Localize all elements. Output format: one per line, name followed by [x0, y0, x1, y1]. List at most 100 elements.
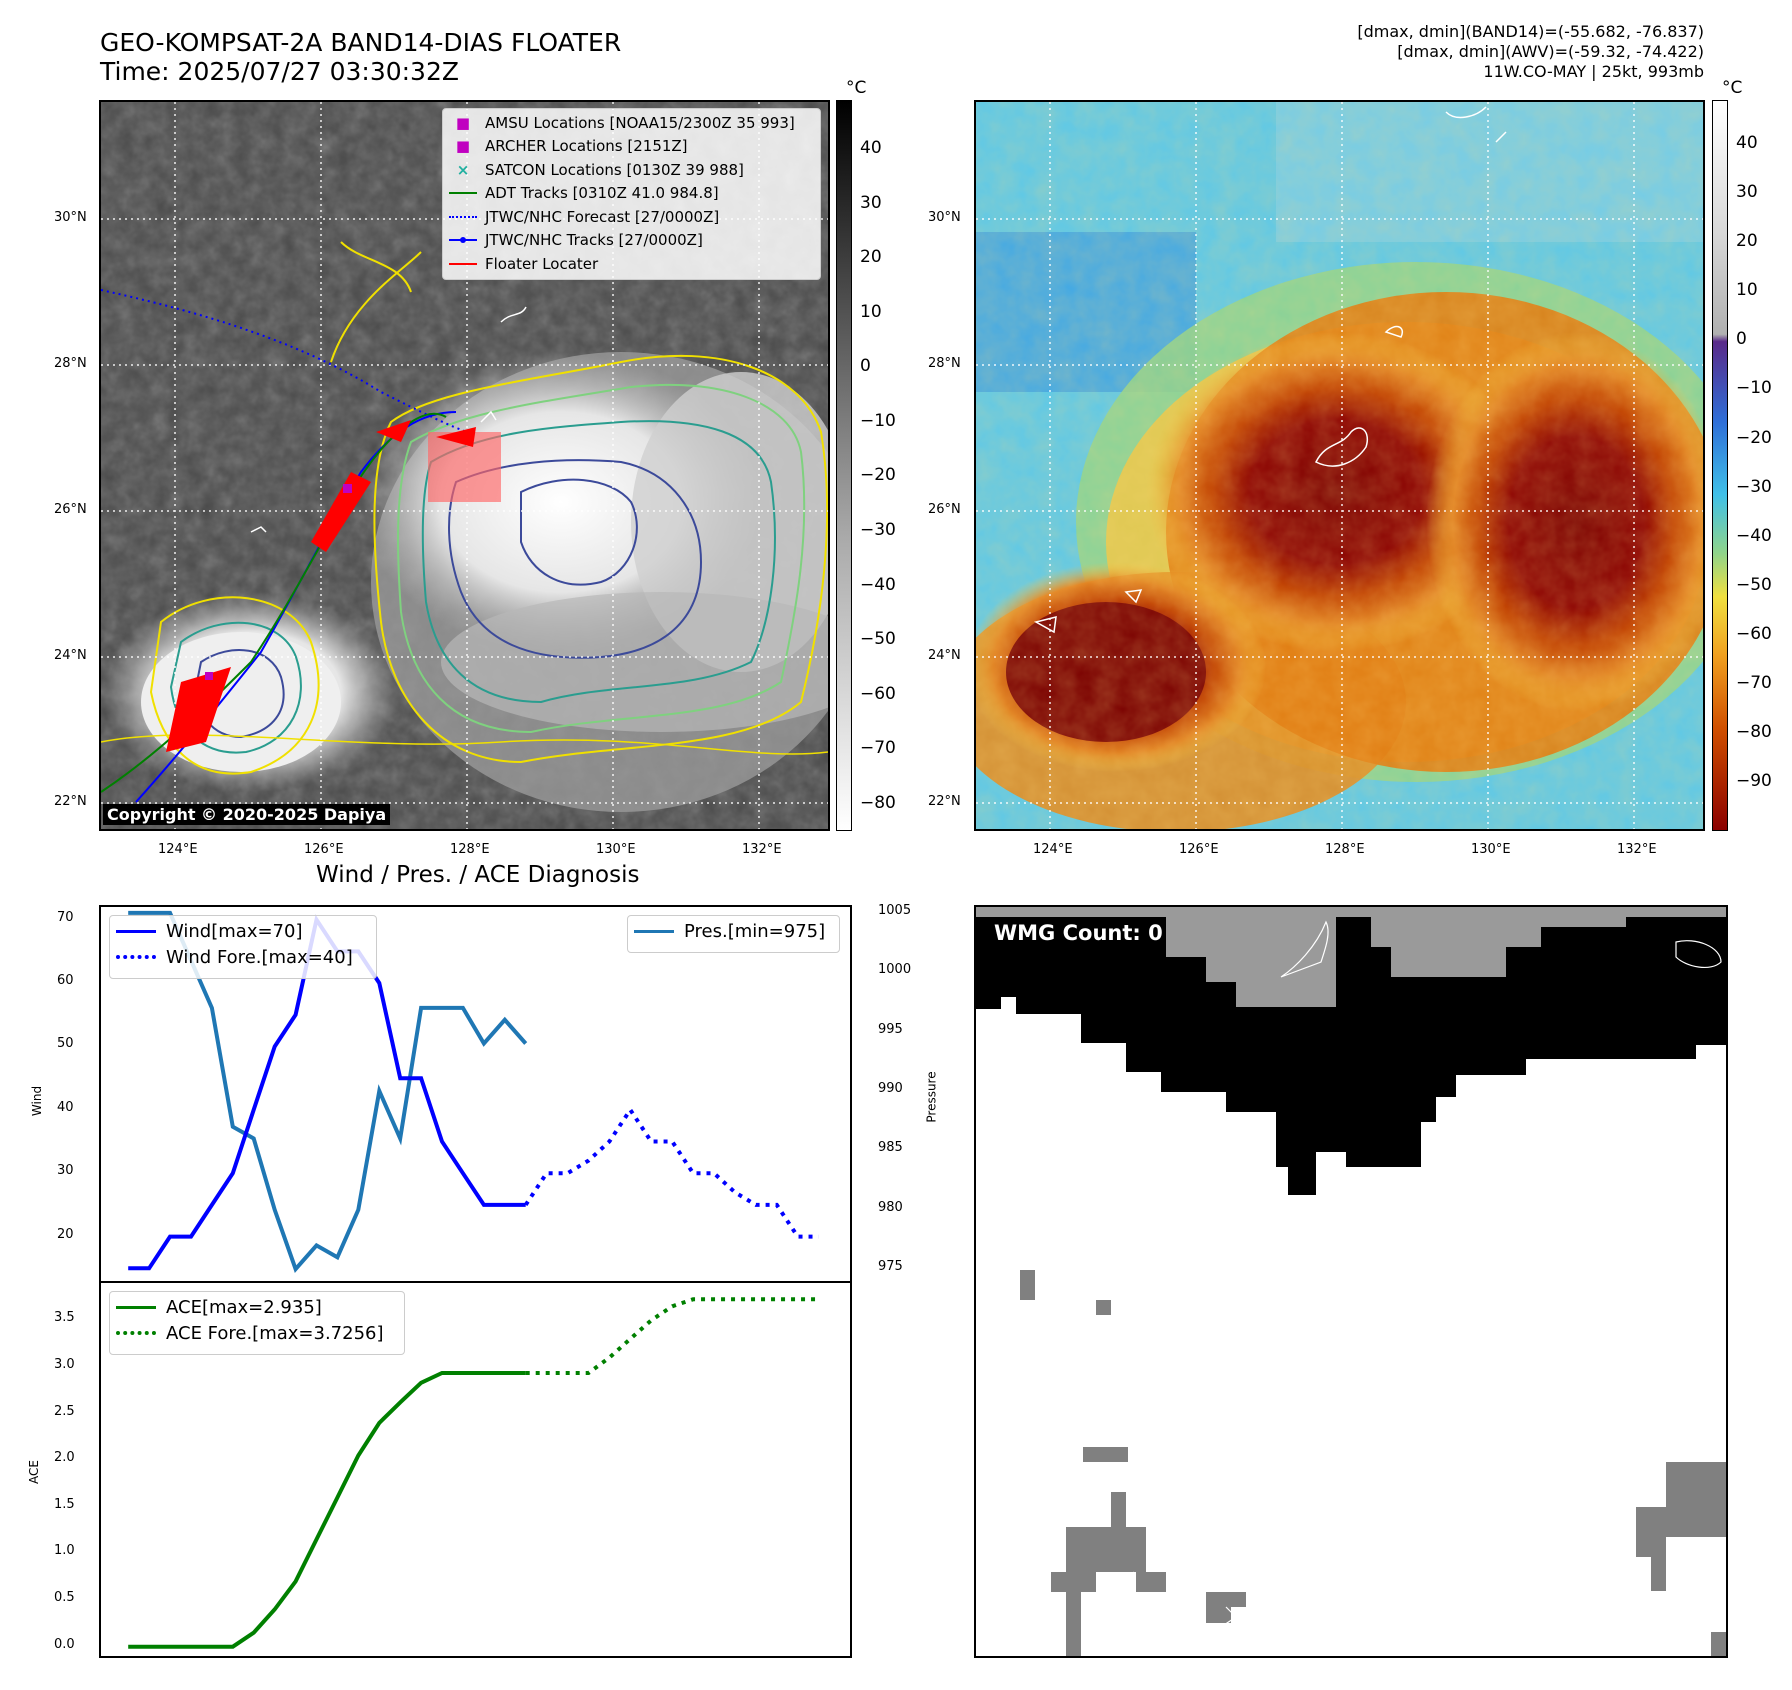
- tick-label: −80: [860, 792, 896, 813]
- lon-label: 124°E: [158, 842, 198, 857]
- legend-item-ace-fore: ACE Fore.[max=3.7256]: [116, 1320, 398, 1346]
- tick-label: −10: [1736, 378, 1772, 399]
- tick-label: −20: [1736, 427, 1772, 448]
- tick-label: 1.5: [54, 1496, 75, 1512]
- tick-label: 40: [57, 1099, 74, 1115]
- tick-label: 10: [860, 301, 882, 322]
- tick-label: −10: [860, 410, 896, 431]
- ace-series-line: [128, 1371, 526, 1649]
- tick-label: −30: [860, 519, 896, 540]
- tick-label: 0: [860, 356, 871, 377]
- lat-label: 22°N: [928, 794, 961, 809]
- enhanced-map-graphic: [976, 102, 1703, 829]
- lon-label: 130°E: [1471, 842, 1511, 857]
- tick-label: 1005: [878, 902, 912, 918]
- legend-item-adt: ADT Tracks [0310Z 41.0 984.8]: [449, 182, 814, 206]
- legend-item-floater: Floater Locater: [449, 252, 814, 276]
- lon-label: 132°E: [742, 842, 782, 857]
- wind-legend: Wind[max=70] Wind Fore.[max=40]: [109, 915, 377, 979]
- pressure-ylabel: Pressure: [924, 1071, 939, 1123]
- square-marker-icon: ■: [455, 113, 471, 132]
- tick-label: −50: [1736, 574, 1772, 595]
- dotted-line-icon: [116, 955, 156, 959]
- legend-item-jtwc-tracks: JTWC/NHC Tracks [27/0000Z]: [449, 229, 814, 253]
- lat-label: 30°N: [54, 210, 87, 225]
- copyright-label: Copyright © 2020-2025 Dapiya: [103, 804, 391, 825]
- lat-label: 26°N: [928, 502, 961, 517]
- ace-forecast-series-line: [525, 1297, 819, 1375]
- tick-label: −80: [1736, 721, 1772, 742]
- tick-label: 20: [1736, 231, 1758, 252]
- wind-pressure-axes: Wind[max=70] Wind Fore.[max=40] Pres.[mi…: [99, 905, 852, 1283]
- lat-label: 24°N: [54, 648, 87, 663]
- chart-time: Time: 2025/07/27 03:30:32Z: [100, 57, 459, 86]
- x-marker-icon: ×: [456, 160, 470, 179]
- ace-legend: ACE[max=2.935] ACE Fore.[max=3.7256]: [109, 1291, 405, 1355]
- tick-label: −70: [860, 738, 896, 759]
- map-legend: ■ AMSU Locations [NOAA15/2300Z 35 993] ■…: [442, 108, 821, 280]
- tick-label: 1000: [878, 962, 912, 978]
- line-dot-icon: [449, 237, 477, 244]
- tick-label: −40: [1736, 525, 1772, 546]
- lon-label: 126°E: [304, 842, 344, 857]
- tick-label: 60: [57, 973, 74, 989]
- tick-label: −50: [860, 629, 896, 650]
- tick-label: −60: [1736, 623, 1772, 644]
- wmg-panel: WMG Count: 0: [974, 905, 1728, 1658]
- tick-label: 2.5: [54, 1403, 75, 1419]
- legend-item-wind: Wind[max=70]: [116, 918, 370, 944]
- dotted-line-icon: [116, 1331, 156, 1335]
- tick-label: −30: [1736, 476, 1772, 497]
- tick-label: 40: [860, 138, 882, 159]
- lon-label: 128°E: [1325, 842, 1365, 857]
- legend-item-ace: ACE[max=2.935]: [116, 1294, 398, 1320]
- tick-label: 10: [1736, 280, 1758, 301]
- wind-ylabel: Wind: [30, 1085, 45, 1117]
- enh-colorbar: [1712, 100, 1728, 831]
- square-marker-icon: ■: [455, 137, 471, 156]
- tick-label: 990: [878, 1081, 903, 1097]
- chart-title: GEO-KOMPSAT-2A BAND14-DIAS FLOATER: [100, 28, 622, 57]
- legend-item-jtwc-forecast: JTWC/NHC Forecast [27/0000Z]: [449, 205, 814, 229]
- tick-label: 0.0: [54, 1636, 75, 1652]
- lat-label: 24°N: [928, 648, 961, 663]
- legend-item-satcon: × SATCON Locations [0130Z 39 988]: [449, 158, 814, 182]
- tick-label: −40: [860, 574, 896, 595]
- dotted-line-icon: [449, 215, 477, 218]
- tick-label: 30: [57, 1163, 74, 1179]
- line-marker-icon: [449, 262, 477, 265]
- ace-plot: [128, 1297, 819, 1649]
- solid-line-icon: [116, 929, 156, 933]
- ace-ylabel: ACE: [26, 1460, 41, 1484]
- tick-label: 0: [1736, 329, 1747, 350]
- wmg-count-label: WMG Count: 0: [994, 921, 1163, 945]
- tick-label: 30: [1736, 182, 1758, 203]
- lat-label: 22°N: [54, 794, 87, 809]
- lon-label: 128°E: [450, 842, 490, 857]
- legend-item-archer: ■ ARCHER Locations [2151Z]: [449, 135, 814, 159]
- tick-label: 985: [878, 1140, 903, 1156]
- tick-label: −20: [860, 465, 896, 486]
- legend-item-wind-fore: Wind Fore.[max=40]: [116, 944, 370, 970]
- wmg-graphic: [976, 907, 1726, 1656]
- tick-label: −90: [1736, 770, 1772, 791]
- meta-awv: [dmax, dmin](AWV)=(-59.32, -74.422): [1397, 42, 1704, 61]
- solid-line-icon: [116, 1305, 156, 1309]
- lat-label: 28°N: [54, 356, 87, 371]
- lat-label: 30°N: [928, 210, 961, 225]
- pressure-legend: Pres.[min=975]: [627, 915, 840, 953]
- ir-colorbar: [836, 100, 852, 831]
- tick-label: 3.5: [54, 1310, 75, 1326]
- line-marker-icon: [449, 192, 477, 195]
- tick-label: 50: [57, 1036, 74, 1052]
- tick-label: 30: [860, 192, 882, 213]
- tick-label: 70: [57, 909, 74, 925]
- tick-label: 980: [878, 1199, 903, 1215]
- ir-map-panel: ■ AMSU Locations [NOAA15/2300Z 35 993] ■…: [99, 100, 830, 831]
- lon-label: 130°E: [596, 842, 636, 857]
- tick-label: 3.0: [54, 1356, 75, 1372]
- ir-colorbar-unit: °C: [846, 78, 867, 98]
- ace-axes: ACE[max=2.935] ACE Fore.[max=3.7256]: [99, 1281, 852, 1658]
- tick-label: 1.0: [54, 1543, 75, 1559]
- lon-label: 132°E: [1617, 842, 1657, 857]
